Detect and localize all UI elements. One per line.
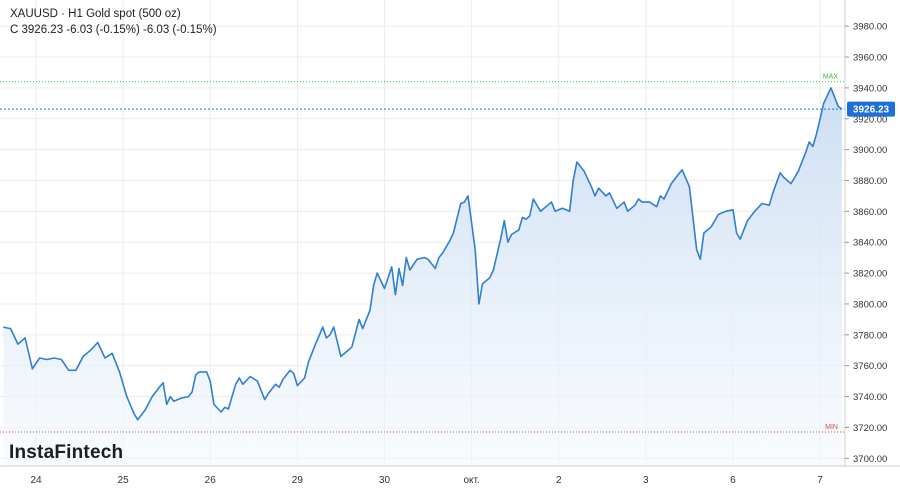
y-tick-label: 3900.00 [853, 145, 887, 156]
last-price-label: 3926.23 [853, 105, 890, 116]
symbol-label[interactable]: XAUUSD [10, 8, 58, 20]
y-tick-label: 3820.00 [853, 269, 887, 280]
instrument-title: H1 Gold spot (500 oz) [68, 8, 181, 20]
y-tick-label: 3960.00 [853, 53, 887, 64]
y-tick-label: 3880.00 [853, 176, 887, 187]
x-tick-label: 26 [205, 475, 217, 486]
close-label: C [10, 24, 19, 36]
y-tick-label: 3840.00 [853, 238, 887, 249]
y-tick-label: 3700.00 [853, 454, 887, 465]
change-value: -6.03 (-0.15%) [66, 24, 140, 36]
x-tick-label: 3 [643, 475, 649, 486]
x-tick-label: 25 [118, 475, 130, 486]
price-area-fill [3, 87, 842, 467]
y-tick-label: 3940.00 [853, 83, 887, 94]
last-price-tag: 3926.23 [847, 101, 895, 117]
min-label: MIN [825, 424, 838, 431]
brand-logo: InstaFintech [9, 442, 124, 463]
x-tick-label: 2 [556, 475, 562, 486]
y-tick-label: 3980.00 [853, 22, 887, 33]
y-tick-label: 3780.00 [853, 330, 887, 341]
x-tick-label: 24 [30, 475, 42, 486]
separator-dot: · [61, 8, 69, 20]
change-value-2: -6.03 (-0.15%) [143, 24, 217, 36]
y-tick-label: 3740.00 [853, 392, 887, 403]
y-tick-label: 3920.00 [853, 114, 887, 125]
close-value: 3926.23 [21, 24, 64, 36]
price-line-series [3, 87, 843, 421]
x-tick-label: 29 [292, 475, 304, 486]
x-tick-label: 6 [730, 475, 736, 486]
y-tick-label: 3800.00 [853, 299, 887, 310]
max-label: MAX [823, 74, 839, 81]
price-axis: 3700.00 3720.00 3740.00 3760.00 3780.00 3800.… [845, 22, 887, 465]
x-tick-label: 7 [817, 475, 823, 486]
x-tick-label: окт. [463, 475, 479, 486]
y-tick-label: 3760.00 [853, 361, 887, 372]
chart-header: XAUUSD · H1 Gold spot (500 oz) C 3926.23… [10, 6, 217, 38]
x-tick-label: 30 [379, 475, 391, 486]
y-tick-label: 3720.00 [853, 423, 887, 434]
time-axis: 24 25 26 29 30 окт. 2 3 6 7 [30, 475, 823, 486]
y-tick-label: 3860.00 [853, 207, 887, 218]
reference-lines: MAX MIN [0, 74, 845, 433]
